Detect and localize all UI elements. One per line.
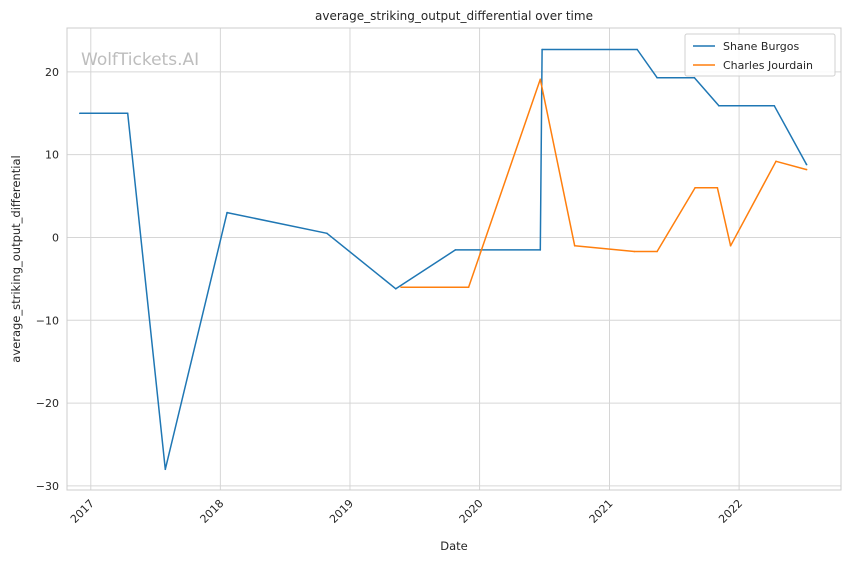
data-point [693, 76, 696, 79]
x-axis-title: Date [440, 539, 468, 553]
data-point [454, 249, 457, 251]
data-point [718, 105, 720, 107]
data-point [805, 168, 808, 171]
grid-lines [67, 28, 841, 490]
y-axis-title: average_striking_output_differential [9, 155, 23, 362]
legend-label: Shane Burgos [723, 40, 799, 53]
data-point [729, 245, 732, 247]
data-point [326, 232, 328, 235]
data-point [775, 160, 777, 163]
data-point [636, 48, 638, 51]
data-point [573, 245, 576, 247]
data-point [656, 250, 658, 253]
watermark-text: WolfTickets.AI [81, 50, 199, 70]
y-tick-label: −20 [36, 397, 59, 410]
data-point [694, 187, 696, 189]
data-point [467, 286, 470, 289]
data-point [541, 48, 543, 51]
data-point [79, 112, 81, 115]
legend-label: Charles Jourdain [723, 59, 813, 72]
y-axis-ticks: 20 10 0 −10 −20 −30 [36, 66, 59, 493]
data-point [633, 250, 636, 253]
data-point [395, 288, 397, 290]
data-point [805, 163, 808, 166]
plot-area-frame [66, 27, 842, 491]
data-point [164, 468, 167, 471]
y-tick-label: −10 [36, 314, 59, 327]
legend-box [684, 33, 836, 77]
legend: Shane Burgos Charles Jourdain [684, 33, 836, 77]
chart-title: average_striking_output_differential ove… [315, 9, 593, 23]
data-point [773, 105, 776, 107]
y-tick-label: 0 [52, 231, 59, 244]
y-tick-label: 10 [45, 149, 59, 162]
data-point [656, 76, 658, 79]
data-point [400, 286, 402, 289]
data-point [716, 187, 719, 189]
data-point [539, 249, 542, 251]
data-point [126, 112, 129, 115]
data-point [226, 211, 228, 214]
y-tick-label: −30 [36, 480, 59, 493]
series-lines [79, 48, 808, 471]
data-point [539, 78, 542, 81]
y-tick-label: 20 [45, 66, 59, 79]
